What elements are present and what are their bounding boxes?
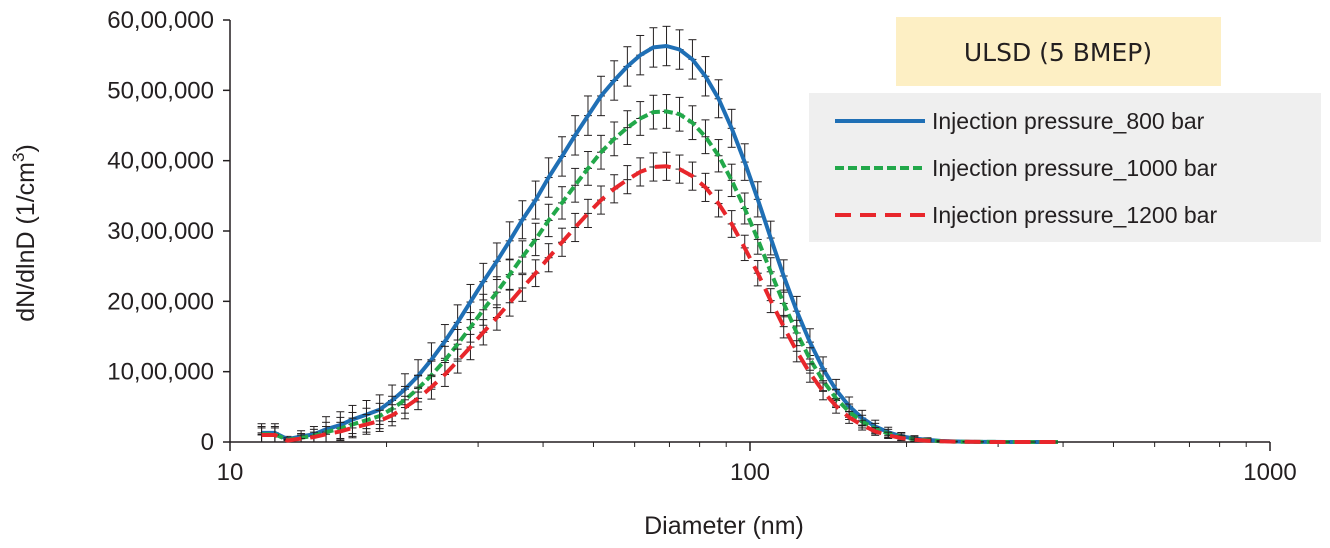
series-layer [257,25,1062,444]
error-bar [571,167,580,203]
error-bar [792,340,801,363]
error-bar [819,382,828,401]
legend-label: Injection pressure_1000 bar [932,155,1217,181]
error-bar [623,110,632,145]
y-tick-label: 40,00,000 [107,148,214,175]
error-bar [348,417,357,439]
y-tick-label: 10,00,000 [107,359,214,386]
x-ticks: 10 100 1000 [217,442,1297,486]
error-bar [727,163,736,198]
error-bar [649,152,658,182]
error-bar [623,165,632,195]
error-bar [505,288,514,317]
y-axis-title: dN/dlnD (1/cm3) [9,144,40,322]
x-tick-label: 10 [217,459,244,486]
error-bar [805,363,814,383]
y-axis: 0 10,00,000 20,00,000 30,00,000 40,00,000 50,… [107,7,231,456]
y-tick-label: 0 [201,429,214,456]
y-axis-title-main: dN/dlnD (1/cm [12,162,40,322]
legend-item: Injection pressure_800 bar [835,108,1205,134]
error-bar [322,426,331,443]
annotation-text: ULSD (5 BMEP) [964,38,1152,67]
legend-label: Injection pressure_1200 bar [932,202,1217,228]
error-bar [753,224,762,255]
y-tick-label: 20,00,000 [107,288,214,315]
y-tick-label: 50,00,000 [107,77,214,104]
error-bar [518,240,527,274]
legend-item: Injection pressure_1200 bar [835,202,1217,228]
x-axis-title: Diameter (nm) [644,512,804,540]
legend-label: Injection pressure_800 bar [932,108,1205,134]
y-tick-label: 60,00,000 [107,7,214,34]
error-bar [453,348,462,374]
x-tick-label: 1000 [1243,459,1296,486]
legend-item: Injection pressure_1000 bar [835,155,1217,181]
legend-items: Injection pressure_800 bar Injection pres… [835,108,1217,228]
error-bar [779,314,788,339]
error-bar [518,274,527,302]
x-axis: 10 100 1000 [217,441,1297,486]
y-axis-title-end: ) [12,144,40,152]
annotation-box: ULSD (5 BMEP) [896,17,1221,86]
y-tick-label: 30,00,000 [107,218,214,245]
error-bar [858,419,867,431]
y-ticks: 0 10,00,000 20,00,000 30,00,000 40,00,000 50,… [107,7,230,456]
series-line [261,164,1058,444]
y-axis-title-superscript: 3 [9,153,28,162]
error-bar [375,409,384,432]
legend: Injection pressure_800 bar Injection pres… [809,93,1321,242]
error-bar [701,119,710,155]
x-tick-label: 100 [730,459,770,486]
annotation-box-background [896,17,1221,86]
series-3 [257,151,1062,444]
